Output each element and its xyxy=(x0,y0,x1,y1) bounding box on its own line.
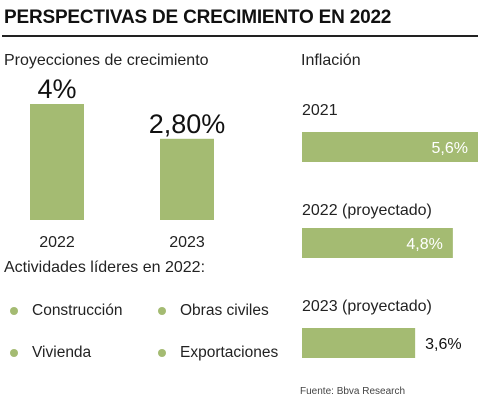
activity-item: Exportaciones xyxy=(158,344,278,362)
activity-label: Obras civiles xyxy=(180,302,269,319)
inflation-bar-value-label: 5,6% xyxy=(432,140,468,157)
activity-item: Vivienda xyxy=(10,344,91,362)
bullet-dot-icon xyxy=(10,349,18,357)
inflation-category-label: 2021 xyxy=(302,102,338,119)
source-note: Fuente: Bbva Research xyxy=(300,386,406,397)
bullet-dot-icon xyxy=(158,307,166,315)
inflation-bar-value-label: 4,8% xyxy=(406,236,442,253)
activity-item: Construcción xyxy=(10,302,122,320)
activity-item: Obras civiles xyxy=(158,302,269,320)
title-rule xyxy=(2,35,478,37)
activity-label: Construcción xyxy=(32,302,123,319)
inflation-category-label: 2023 (proyectado) xyxy=(302,298,432,315)
bullet-dot-icon xyxy=(158,349,166,357)
activities-title: Actividades líderes en 2022: xyxy=(4,259,206,276)
growth-bar-value-label: 2,80% xyxy=(149,109,226,139)
inflation-bar xyxy=(302,328,416,358)
growth-chart: 4% 2022 2,80% 2023 xyxy=(30,74,226,251)
activity-label: Vivienda xyxy=(32,344,92,361)
growth-bar xyxy=(30,104,84,220)
growth-bar-value-label: 4% xyxy=(37,74,76,104)
activity-label: Exportaciones xyxy=(180,344,279,361)
growth-chart-title: Proyecciones de crecimiento xyxy=(4,52,209,69)
growth-category-label: 2022 xyxy=(39,234,75,251)
inflation-chart-title: Inflación xyxy=(301,52,361,69)
growth-bar xyxy=(160,138,214,220)
page-title: PERSPECTIVAS DE CRECIMIENTO EN 2022 xyxy=(4,7,392,28)
inflation-chart: 2021 5,6% 2022 (proyectado) 4,8% 2023 (proye… xyxy=(302,102,478,358)
growth-category-label: 2023 xyxy=(169,234,205,251)
inflation-bar-value-label: 3,6% xyxy=(425,336,461,353)
inflation-bar xyxy=(302,228,453,258)
bullet-dot-icon xyxy=(10,307,18,315)
inflation-category-label: 2022 (proyectado) xyxy=(302,202,432,219)
inflation-bar xyxy=(302,132,478,162)
